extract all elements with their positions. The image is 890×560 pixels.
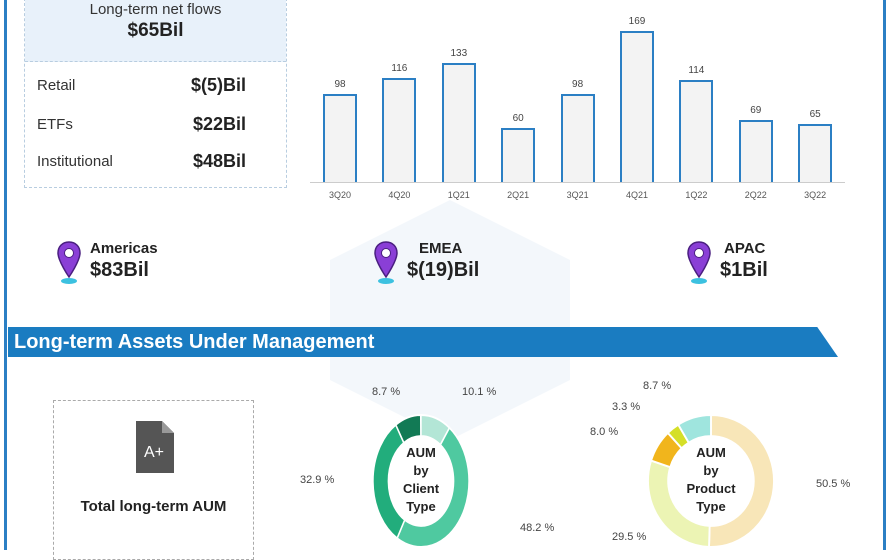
product-donut-slice [676, 414, 712, 445]
section-banner: Long-term Assets Under Management [8, 327, 838, 357]
product-slice-label: 8.0 % [590, 426, 619, 438]
x-tick-label: 1Q21 [447, 190, 470, 200]
bar [679, 80, 714, 182]
bar [798, 123, 833, 182]
flow-label: Retail [37, 77, 76, 94]
flow-value: $(5)Bil [190, 75, 246, 95]
x-tick-label: 4Q21 [625, 190, 649, 200]
bar [560, 94, 595, 182]
location-pin-icon [687, 241, 711, 284]
total-aum-label: Total long-term AUM [80, 498, 227, 515]
client-donut-center-label: AUM by Client Type [402, 445, 440, 514]
frame-right-border [883, 0, 886, 550]
bar-value-label: 98 [334, 79, 346, 91]
region-apac: APAC $1Bil [686, 240, 768, 286]
svg-text:A+: A+ [144, 444, 164, 461]
product-donut-slice [708, 414, 775, 548]
bar-value-label: 114 [688, 65, 705, 77]
x-tick-label: 1Q22 [685, 190, 708, 200]
bar-value-label: 60 [512, 113, 524, 125]
region-value: $1Bil [720, 259, 768, 281]
region-value: $83Bil [90, 259, 149, 281]
frame-left-border [4, 0, 7, 550]
bar [738, 120, 773, 182]
flow-label: Institutional [37, 153, 113, 170]
location-pin-icon [57, 241, 81, 284]
bar [441, 63, 476, 182]
x-axis [310, 182, 845, 183]
bar-value-label: 98 [572, 79, 584, 91]
client-donut-slice [394, 414, 422, 445]
x-tick-label: 2Q21 [507, 190, 530, 200]
product-slice-label: 3.3 % [612, 401, 641, 413]
net-flows-card: Long-term net flows $65Bil Retail $(5)Bil… [24, 0, 287, 188]
region-americas: Americas $83Bil [56, 240, 158, 286]
watermark-logo [330, 200, 570, 440]
bar-value-label: 133 [450, 48, 468, 60]
client-slice-label: 10.1 % [462, 386, 497, 398]
bar [323, 94, 357, 182]
flow-value: $48Bil [192, 151, 246, 171]
bar [382, 78, 417, 182]
bar-value-label: 69 [750, 105, 762, 117]
region-name: EMEA [419, 240, 463, 257]
document-grade-icon: A+ [136, 421, 174, 473]
bar-value-label: 169 [628, 16, 646, 27]
client-slice-label: 32.9 % [300, 474, 335, 486]
bar-value-label: 116 [391, 63, 408, 75]
flow-label: ETFs [37, 116, 73, 133]
section-title: Long-term Assets Under Management [14, 331, 375, 353]
x-tick-label: 3Q21 [566, 190, 589, 200]
region-name: APAC [724, 240, 766, 257]
net-flows-value: $65Bil [127, 20, 184, 41]
product-slice-label: 8.7 % [643, 380, 672, 392]
client-slice-label: 8.7 % [372, 386, 401, 398]
client-slice-label: 48.2 % [520, 522, 555, 534]
flow-row-retail: Retail $(5)Bil [37, 75, 246, 96]
bar [620, 31, 654, 182]
client-donut-slice [396, 426, 470, 548]
region-value: $(19)Bil [407, 259, 480, 281]
x-tick-label: 2Q22 [744, 190, 767, 200]
region-emea: EMEA $(19)Bil [373, 240, 479, 286]
product-donut-center-label: AUM by Product Type [686, 445, 736, 514]
bar-value-label: 65 [809, 108, 821, 120]
bar [501, 128, 536, 182]
net-flows-title: Long-term net flows [89, 1, 222, 18]
x-tick-label: 3Q22 [804, 190, 827, 200]
flow-value: $22Bil [192, 114, 246, 134]
flow-row-institutional: Institutional $48Bil [37, 151, 246, 172]
product-slice-label: 29.5 % [612, 531, 647, 543]
flow-row-etfs: ETFs $22Bil [37, 114, 246, 135]
location-pin-icon [374, 241, 398, 284]
x-tick-label: 4Q20 [388, 190, 411, 200]
region-name: Americas [90, 240, 158, 257]
x-tick-label: 3Q20 [328, 190, 352, 200]
product-slice-label: 50.5 % [816, 478, 851, 490]
